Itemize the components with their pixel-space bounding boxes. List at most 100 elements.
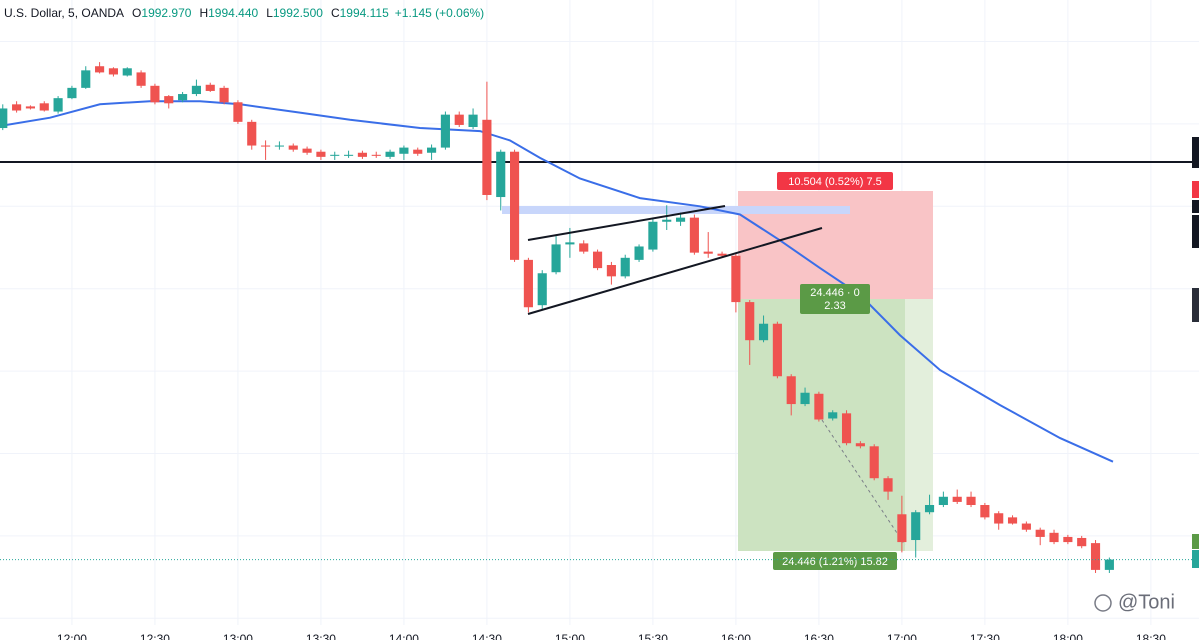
candle-body — [440, 114, 450, 148]
price-tag — [1192, 137, 1199, 168]
candle-body — [1049, 532, 1059, 543]
candle-body — [911, 512, 921, 541]
ma-layer — [0, 100, 1114, 463]
trend-line — [527, 227, 823, 315]
candle-body — [565, 242, 575, 245]
legend-header: U.S. Dollar, 5, OANDA O1992.970 H1994.440 L… — [4, 6, 484, 20]
candle-body — [482, 119, 492, 195]
candle-body — [745, 302, 755, 341]
candle-body — [758, 323, 769, 341]
candle-body — [468, 114, 478, 127]
candle-body — [966, 496, 976, 506]
candle-body — [1090, 543, 1101, 570]
x-tick-label: 14:00 — [389, 632, 419, 640]
center-label: 24.446 · 0 — [810, 287, 860, 299]
candle-body — [606, 265, 616, 277]
candle-body — [95, 66, 105, 73]
price-tag — [1192, 181, 1199, 198]
candle-body — [53, 98, 63, 112]
candle-body — [25, 106, 35, 109]
candle-body — [178, 94, 188, 101]
stop-label: 10.504 (0.52%) 7.5 — [788, 176, 882, 188]
candle-body — [772, 323, 782, 377]
candle-body — [523, 259, 533, 308]
candle-body — [675, 217, 686, 222]
header-text: O — [132, 6, 141, 20]
candle-body — [261, 145, 271, 147]
candle-body — [357, 152, 367, 157]
candle-body — [288, 145, 298, 150]
candle-body — [662, 219, 672, 222]
header-text: 1994.115 — [340, 6, 389, 20]
candle-body — [786, 376, 796, 405]
candle-body — [551, 244, 561, 273]
header-text: H — [199, 6, 208, 20]
candle-body — [67, 87, 77, 99]
candle-body — [1007, 517, 1018, 524]
candle-body — [1104, 559, 1114, 570]
candle-body — [164, 96, 174, 104]
candle-body — [924, 505, 935, 513]
candle-body — [938, 496, 948, 506]
candle-body — [800, 392, 810, 405]
x-tick-label: 17:00 — [887, 632, 917, 640]
candle-body — [689, 217, 699, 253]
candle-body — [316, 151, 326, 157]
candle-body — [980, 505, 990, 518]
candle-body — [274, 145, 284, 147]
candle-body — [122, 68, 132, 76]
candle-body — [344, 154, 354, 156]
candle-body — [1035, 529, 1045, 537]
candle-body — [883, 478, 893, 492]
candles — [0, 62, 1114, 573]
candle-body — [427, 147, 437, 153]
candle-body — [150, 85, 160, 103]
candle-body — [731, 255, 741, 303]
x-tick-label: 12:30 — [140, 632, 170, 640]
candle-body — [648, 221, 658, 250]
candle-body — [302, 148, 312, 153]
price-tag — [1192, 534, 1199, 549]
candle-body — [108, 68, 118, 75]
watermark: @Toni — [1118, 591, 1175, 613]
header-text: C — [331, 6, 340, 20]
candle-body — [869, 446, 879, 479]
candle-body — [0, 108, 8, 129]
candle-body — [855, 443, 865, 447]
candle-body — [814, 393, 824, 420]
candle-body — [592, 251, 603, 269]
header-text: L — [266, 6, 273, 20]
candle-body — [994, 513, 1004, 524]
candle-body — [12, 104, 22, 111]
moving-average — [0, 100, 1114, 463]
candle-body — [233, 102, 243, 122]
header-text: +1.145 (+0.06%) — [395, 6, 484, 20]
candle-body — [620, 257, 630, 277]
candle-body — [1077, 537, 1087, 547]
stop-label-box — [777, 172, 893, 190]
x-tick-label: 12:00 — [57, 632, 87, 640]
price-tag — [1192, 215, 1199, 248]
target-label: 24.446 (1.21%) 15.82 — [782, 556, 888, 568]
candle-body — [496, 151, 506, 198]
candle-body — [952, 496, 962, 502]
center-label: 2.33 — [824, 300, 845, 312]
candle-body — [1021, 523, 1031, 530]
candle-body — [717, 253, 727, 256]
x-tick-label: 17:30 — [970, 632, 1000, 640]
candle-body — [219, 87, 229, 103]
x-tick-label: 15:30 — [638, 632, 668, 640]
candle-body — [537, 273, 547, 306]
price-tag — [1192, 200, 1199, 213]
candle-body — [579, 243, 589, 252]
candle-body — [385, 151, 395, 157]
candle-body — [247, 121, 257, 146]
x-tick-label: 15:00 — [555, 632, 585, 640]
candle-body — [371, 154, 381, 156]
x-tick-label: 14:30 — [472, 632, 502, 640]
grid — [0, 0, 1199, 625]
header-text: U.S. Dollar, 5, OANDA — [4, 6, 124, 20]
price-tag — [1192, 288, 1199, 322]
candle-body — [39, 103, 49, 111]
watermark-icon — [1094, 594, 1112, 612]
